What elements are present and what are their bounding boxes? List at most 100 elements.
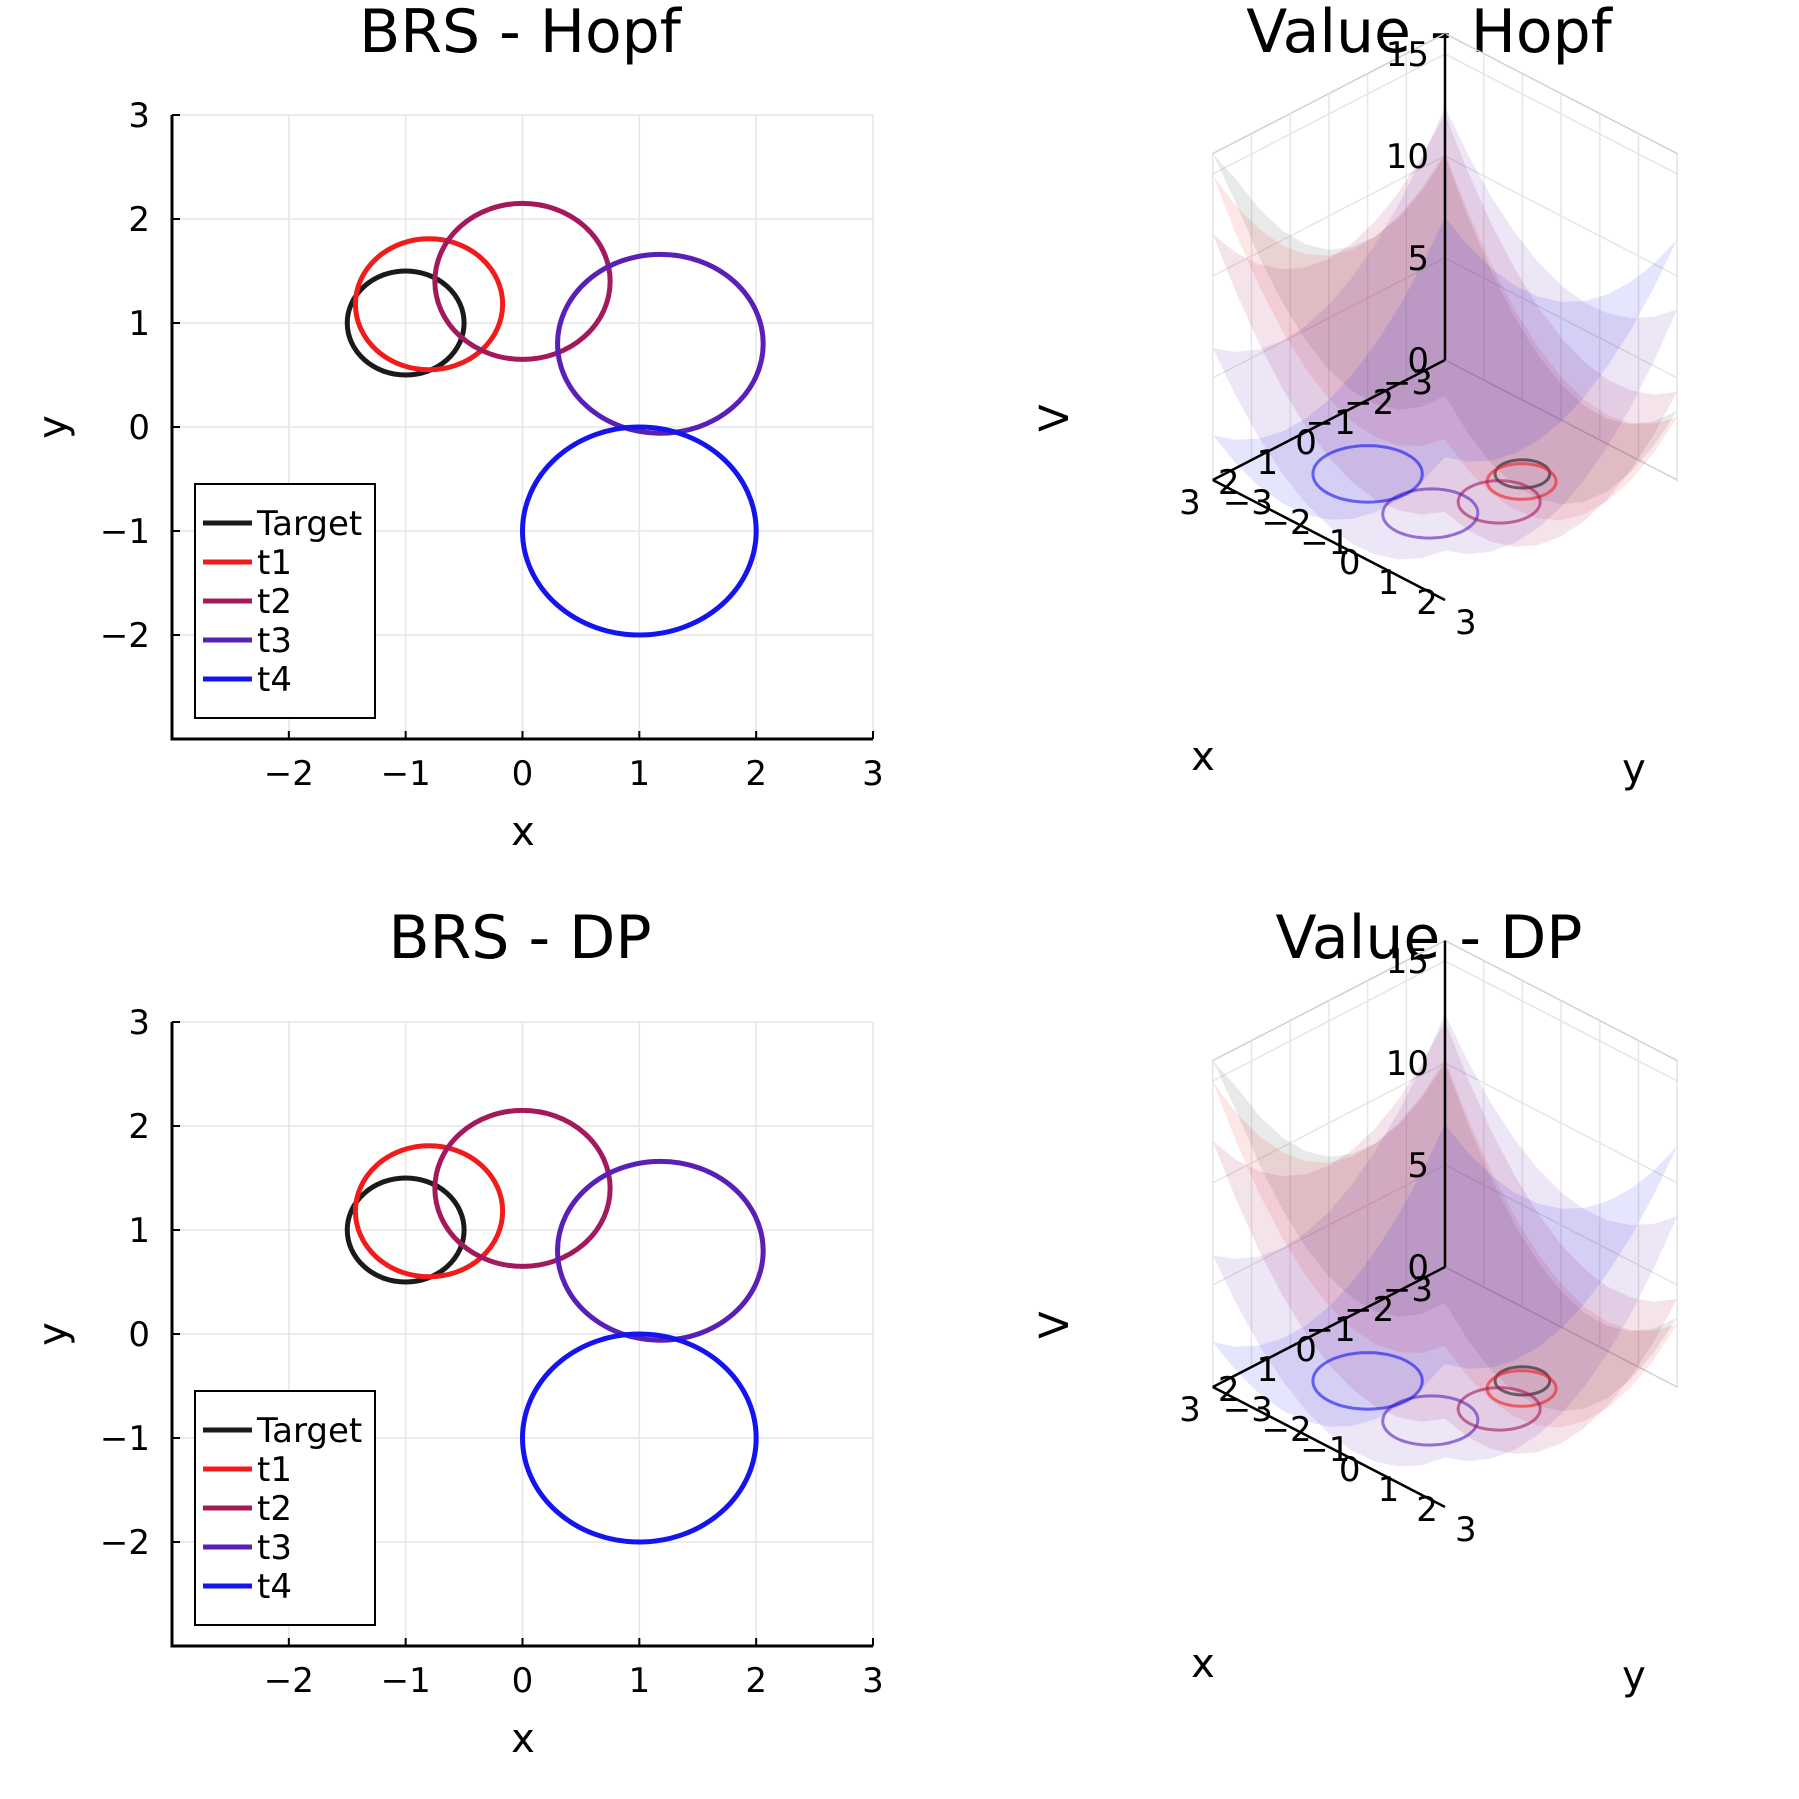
y-axis-line bbox=[1212, 478, 1446, 602]
y-tick-label: −1 bbox=[1300, 1430, 1350, 1470]
legend-label-target: Target bbox=[256, 1411, 362, 1451]
y-tick-label: −1 bbox=[100, 512, 150, 552]
x-tick-label: −1 bbox=[381, 754, 431, 794]
surface-patch bbox=[1212, 1124, 1678, 1432]
value-surface-4 bbox=[1212, 1124, 1678, 1432]
x-tick-label: 2 bbox=[745, 754, 767, 794]
y-tick-label: −1 bbox=[1300, 523, 1350, 563]
legend-label-t1: t1 bbox=[257, 1450, 292, 1490]
floor-contour-t1 bbox=[1485, 1369, 1558, 1408]
3d-box bbox=[1212, 32, 1678, 482]
series-t2-contour bbox=[432, 200, 613, 362]
x-axis-line bbox=[1212, 358, 1446, 482]
y-tick-label: 0 bbox=[1339, 1450, 1361, 1490]
floor-contour-t4 bbox=[1311, 1351, 1424, 1411]
series-t1-contour bbox=[352, 1143, 506, 1280]
x-tick-label: −3 bbox=[1383, 1270, 1433, 1310]
z-tick-label: 5 bbox=[1407, 239, 1429, 279]
series-t3-contour bbox=[555, 251, 766, 436]
chart-title: BRS - DP bbox=[388, 903, 651, 973]
z-tick-label: 15 bbox=[1386, 35, 1429, 75]
legend-label-t1: t1 bbox=[257, 543, 292, 583]
floor-contour-t3 bbox=[1381, 1394, 1480, 1447]
y-axis-line bbox=[1212, 1385, 1446, 1509]
x-tick-label: 1 bbox=[629, 1661, 651, 1701]
panel-brs-hopf: BRS - Hopf −2 −1 0 1 2 3 −2 −1 0 1 2 3 x y Target t… bbox=[30, 0, 884, 855]
x-tick-label: 2 bbox=[1218, 1370, 1240, 1410]
legend: Target t1 t2 t3 t4 bbox=[194, 483, 376, 719]
y-axis-label: y bbox=[1622, 746, 1646, 792]
value-surface-4 bbox=[1212, 217, 1678, 525]
z-axis-label: V bbox=[1032, 1311, 1078, 1339]
ticks: −2 −1 0 1 2 3 −2 −1 0 1 2 3 bbox=[100, 1003, 884, 1701]
x-tick-label: 1 bbox=[1257, 1350, 1279, 1390]
surface-patch bbox=[1212, 217, 1678, 525]
y-tick-label: −1 bbox=[100, 1419, 150, 1459]
y-tick-label: −2 bbox=[1262, 503, 1312, 543]
x-axis-label: x bbox=[1191, 1641, 1215, 1687]
x-tick-label: 0 bbox=[512, 754, 534, 794]
legend: Target t1 t2 t3 t4 bbox=[194, 1390, 376, 1626]
legend-label-t2: t2 bbox=[257, 582, 292, 622]
x-tick-label: 0 bbox=[1295, 423, 1317, 463]
x-axis-label: x bbox=[1191, 734, 1215, 780]
x-tick-label: 1 bbox=[629, 754, 651, 794]
legend-label-t4: t4 bbox=[257, 660, 292, 700]
x-tick-label: −2 bbox=[264, 754, 314, 794]
series-t4-contour bbox=[520, 424, 759, 638]
y-tick-label: −3 bbox=[1223, 1390, 1273, 1430]
z-axis-label: V bbox=[1032, 404, 1078, 432]
y-tick-label: 1 bbox=[1378, 1470, 1400, 1510]
y-axis-label: y bbox=[30, 1322, 76, 1346]
x-tick-label: 0 bbox=[1295, 1330, 1317, 1370]
ticks: −2 −1 0 1 2 3 −2 −1 0 1 2 3 bbox=[100, 96, 884, 794]
y-tick-label: 3 bbox=[1455, 1510, 1477, 1550]
y-tick-label: 1 bbox=[1378, 563, 1400, 603]
x-tick-label: 3 bbox=[1179, 1390, 1201, 1430]
z-tick-label: 15 bbox=[1386, 942, 1429, 982]
y-tick-label: −2 bbox=[100, 616, 150, 656]
y-tick-label: 1 bbox=[128, 1211, 150, 1251]
y-axis-label: y bbox=[30, 415, 76, 439]
x-tick-label: −1 bbox=[1305, 1310, 1355, 1350]
x-tick-label: 3 bbox=[862, 1661, 884, 1701]
series-target-contour bbox=[344, 1175, 467, 1285]
y-tick-label: −2 bbox=[1262, 1410, 1312, 1450]
y-tick-label: 3 bbox=[128, 1003, 150, 1043]
z-tick-label: 10 bbox=[1386, 137, 1429, 177]
y-tick-label: 2 bbox=[128, 1107, 150, 1147]
chart-title: Value - Hopf bbox=[1246, 0, 1613, 67]
floor-contour-t4 bbox=[1311, 444, 1424, 504]
legend-label-t2: t2 bbox=[257, 1489, 292, 1529]
x-tick-label: −3 bbox=[1383, 363, 1433, 403]
x-tick-label: 0 bbox=[512, 1661, 534, 1701]
z-tick-label: 10 bbox=[1386, 1044, 1429, 1084]
series-t1-contour bbox=[352, 236, 506, 373]
x-tick-label: 1 bbox=[1257, 443, 1279, 483]
x-tick-label: 2 bbox=[1218, 463, 1240, 503]
x-tick-label: −2 bbox=[1344, 383, 1394, 423]
floor-contour-t2 bbox=[1456, 479, 1542, 525]
legend-label-target: Target bbox=[256, 504, 362, 544]
z-tick-label: 0 bbox=[1407, 341, 1429, 381]
panel-brs-dp: BRS - DP −2 −1 0 1 2 3 −2 −1 0 1 2 3 x y Target t1 … bbox=[30, 903, 884, 1762]
y-tick-label: 1 bbox=[128, 304, 150, 344]
x-tick-label: 3 bbox=[862, 754, 884, 794]
y-tick-label: −3 bbox=[1223, 483, 1273, 523]
legend-label-t3: t3 bbox=[257, 1528, 292, 1568]
z-tick-label: 5 bbox=[1407, 1146, 1429, 1186]
y-tick-label: 2 bbox=[128, 200, 150, 240]
x-tick-label: −1 bbox=[1305, 403, 1355, 443]
y-tick-label: 0 bbox=[128, 1315, 150, 1355]
floor-contour-t1 bbox=[1485, 462, 1558, 501]
x-tick-label: 3 bbox=[1179, 483, 1201, 523]
y-tick-label: 3 bbox=[1455, 603, 1477, 643]
y-tick-label: −2 bbox=[100, 1523, 150, 1563]
series-t4-contour bbox=[520, 1331, 759, 1545]
y-tick-label: 3 bbox=[128, 96, 150, 136]
y-tick-label: 2 bbox=[1416, 583, 1438, 623]
chart-title: Value - DP bbox=[1276, 903, 1583, 973]
